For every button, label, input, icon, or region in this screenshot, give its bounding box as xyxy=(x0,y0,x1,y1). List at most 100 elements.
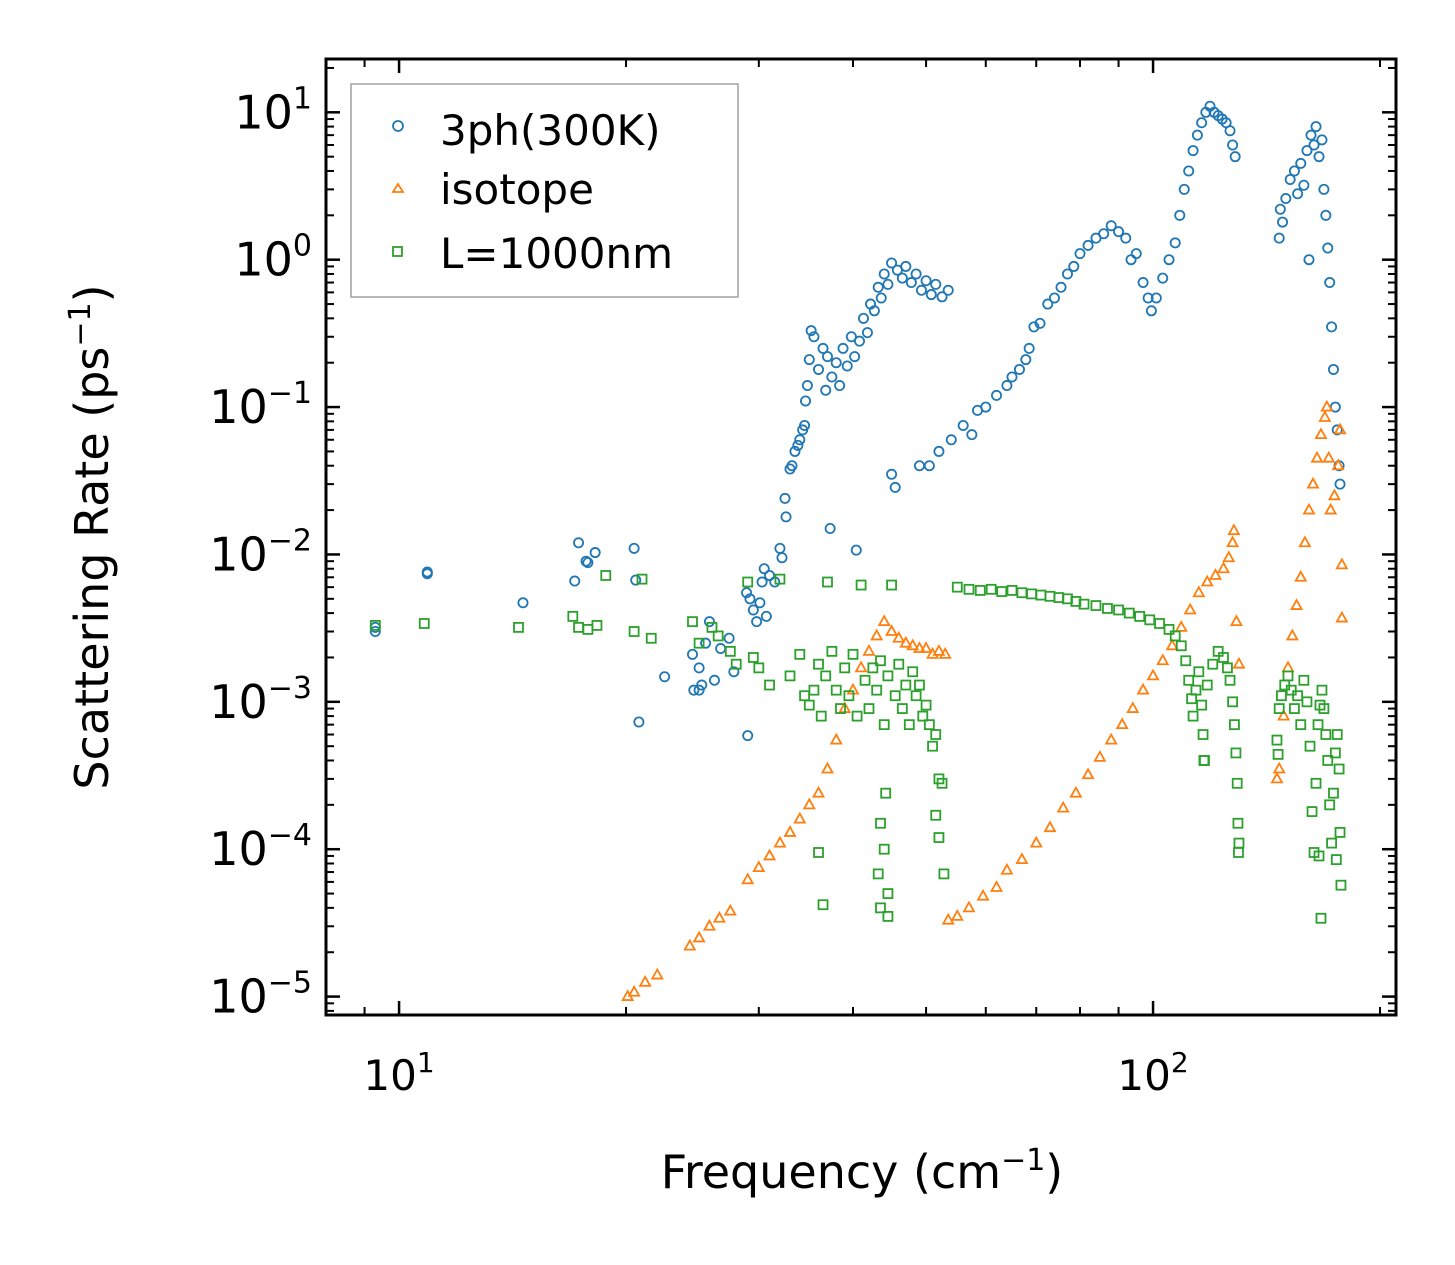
data-point xyxy=(1048,292,1060,304)
y-tick-label: 101 xyxy=(234,81,312,139)
data-point xyxy=(896,703,908,714)
data-point xyxy=(870,628,884,641)
data-point xyxy=(991,389,1003,401)
data-point xyxy=(1098,228,1110,240)
data-point xyxy=(1273,232,1285,244)
data-point xyxy=(886,468,898,480)
data-point xyxy=(582,557,594,569)
data-point xyxy=(1163,254,1175,266)
data-point xyxy=(1169,630,1181,642)
data-point xyxy=(878,719,890,731)
data-point xyxy=(715,643,727,655)
data-point xyxy=(830,684,842,696)
data-point xyxy=(1334,827,1346,838)
data-point xyxy=(799,690,810,702)
data-point xyxy=(966,429,978,441)
data-point xyxy=(774,573,786,585)
data-point xyxy=(896,272,908,284)
data-point xyxy=(826,645,838,657)
data-point xyxy=(1277,216,1289,228)
data-point xyxy=(600,570,612,581)
data-point xyxy=(780,511,792,523)
data-point xyxy=(1284,174,1296,186)
x-tick-label-exp: 2 xyxy=(1171,1046,1189,1079)
data-point xyxy=(1224,125,1236,137)
legend-entry-3ph: 3ph(300K) xyxy=(392,106,660,155)
data-point xyxy=(754,597,766,609)
data-point xyxy=(1294,569,1308,582)
data-point xyxy=(817,899,829,911)
data-point xyxy=(886,257,898,269)
data-point xyxy=(841,360,853,372)
data-point xyxy=(815,710,827,722)
data-point xyxy=(1187,710,1199,722)
data-point xyxy=(951,581,963,593)
data-point xyxy=(742,576,754,588)
data-point xyxy=(882,278,894,290)
data-point xyxy=(1298,179,1310,191)
y-tick-label: 100 xyxy=(234,229,312,287)
data-point xyxy=(1331,458,1345,471)
data-point xyxy=(789,445,801,457)
data-point xyxy=(905,277,917,289)
data-point xyxy=(1316,684,1328,696)
data-point xyxy=(917,710,929,722)
data-point xyxy=(1190,684,1202,696)
data-point xyxy=(863,703,875,714)
data-point xyxy=(903,719,915,731)
data-point xyxy=(839,662,851,674)
y-axis-label-name: Scattering Rate xyxy=(65,432,119,789)
data-point xyxy=(878,843,890,855)
data-point xyxy=(1113,604,1124,616)
data-point xyxy=(938,868,950,880)
data-point xyxy=(889,481,901,493)
data-point xyxy=(747,652,759,663)
data-point xyxy=(1196,117,1208,129)
data-point xyxy=(573,537,585,549)
data-point xyxy=(1318,183,1330,195)
data-point xyxy=(700,637,712,649)
data-point xyxy=(933,832,945,843)
y-tick-label: 10−3 xyxy=(209,671,312,729)
data-point xyxy=(974,585,986,596)
data-point xyxy=(1201,679,1213,691)
data-point xyxy=(589,547,601,559)
data-point xyxy=(1330,854,1342,866)
data-point xyxy=(517,597,529,609)
data-point xyxy=(763,848,777,861)
data-point xyxy=(1165,638,1179,651)
data-point xyxy=(950,909,964,921)
data-point xyxy=(786,460,798,472)
data-point xyxy=(826,371,838,383)
y-tick-label: 10−4 xyxy=(209,818,312,876)
y-tick-label-base: 10 xyxy=(209,380,268,434)
x-tick-label-base: 10 xyxy=(1117,1051,1170,1100)
data-point xyxy=(843,690,855,702)
data-point xyxy=(850,544,862,556)
data-point xyxy=(723,632,735,644)
data-point xyxy=(683,938,697,951)
data-point xyxy=(764,569,776,581)
plot-frame xyxy=(324,57,1398,1017)
data-point xyxy=(1175,640,1187,652)
data-point xyxy=(820,384,832,396)
data-point xyxy=(794,434,806,446)
data-point xyxy=(1274,203,1286,215)
series-2 xyxy=(369,570,1347,924)
data-point xyxy=(741,587,753,599)
data-point xyxy=(580,555,592,567)
data-point xyxy=(813,363,825,375)
data-point xyxy=(1324,277,1336,289)
data-point xyxy=(751,616,763,628)
data-point xyxy=(878,268,890,280)
data-point xyxy=(1230,747,1242,759)
data-point xyxy=(1191,129,1203,141)
y-tick-label-exp: −4 xyxy=(268,818,312,853)
x-axis-label-exp: −1 xyxy=(1001,1143,1045,1178)
data-point xyxy=(752,860,766,873)
data-point xyxy=(1233,837,1245,849)
data-point xyxy=(418,618,430,629)
data-point xyxy=(1150,292,1162,304)
data-point xyxy=(933,445,945,457)
data-point xyxy=(1281,660,1295,673)
